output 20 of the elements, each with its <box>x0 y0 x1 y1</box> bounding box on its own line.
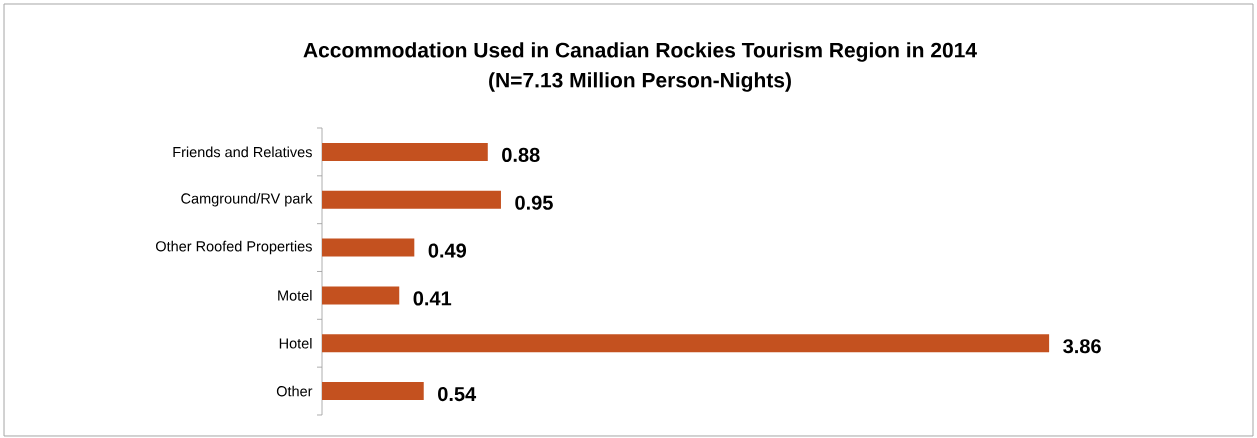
y-tick-label: Other Roofed Properties <box>156 240 312 255</box>
data-label: 0.88 <box>502 147 540 162</box>
chart-subtitle: (N=7.13 Million Person-Nights) <box>489 72 791 92</box>
bar <box>322 190 501 209</box>
chart-title: Accommodation Used in Canadian Rockies Tourism Region in 2014 <box>303 42 977 62</box>
data-label: 3.86 <box>1063 339 1101 354</box>
bar <box>322 334 1050 353</box>
y-tick-label: Friends and Relatives <box>173 146 312 158</box>
y-tick-label: Camground/RV park <box>181 192 313 207</box>
data-label: 0.41 <box>413 291 452 306</box>
bar <box>322 382 424 401</box>
y-tick-label: Hotel <box>279 337 312 349</box>
y-tick-label: Other <box>276 385 313 397</box>
bar <box>322 142 488 161</box>
data-label: 0.54 <box>438 387 477 402</box>
bar <box>322 286 400 305</box>
bar <box>322 238 415 257</box>
data-label: 0.95 <box>515 195 553 210</box>
y-tick-label: Motel <box>278 290 312 301</box>
data-label: 0.49 <box>428 243 467 258</box>
